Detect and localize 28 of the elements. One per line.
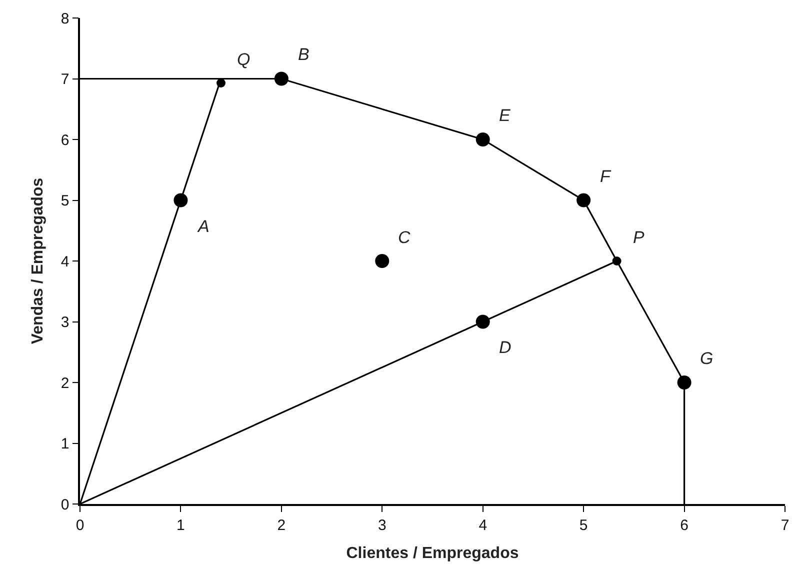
x-tick-label: 0 <box>76 516 84 534</box>
y-tick-label: 0 <box>60 496 70 514</box>
x-tick-label: 4 <box>478 516 488 534</box>
x-tick-label: 5 <box>579 516 588 534</box>
x-tick-label: 7 <box>780 516 790 534</box>
y-tick-label: 5 <box>60 192 70 210</box>
annotation: D <box>499 338 512 357</box>
y-tick-label: 4 <box>60 253 70 270</box>
x-tick-label: 6 <box>680 516 688 534</box>
y-tick-label: 1 <box>60 436 70 452</box>
annotation: B <box>298 45 310 64</box>
annotation: F <box>600 167 612 186</box>
annotation: C <box>398 228 411 247</box>
annotation: G <box>700 349 714 368</box>
y-tick-label: 6 <box>60 132 70 149</box>
y-tick-label: 3 <box>60 314 70 331</box>
y-axis-title: Vendas / Empregados <box>29 178 46 344</box>
annotation: Q <box>237 50 250 69</box>
x-axis-title: Clientes / Empregados <box>346 544 519 562</box>
annotation: P <box>633 228 645 247</box>
x-tick-label: 3 <box>378 516 386 534</box>
annotation: E <box>499 106 511 125</box>
x-tick-label: 1 <box>176 516 185 534</box>
x-tick-label: 2 <box>277 516 286 534</box>
y-tick-label: 7 <box>60 71 70 88</box>
y-tick-label: 8 <box>60 10 70 28</box>
y-tick-label: 2 <box>60 374 70 392</box>
annotation: A <box>197 217 210 236</box>
